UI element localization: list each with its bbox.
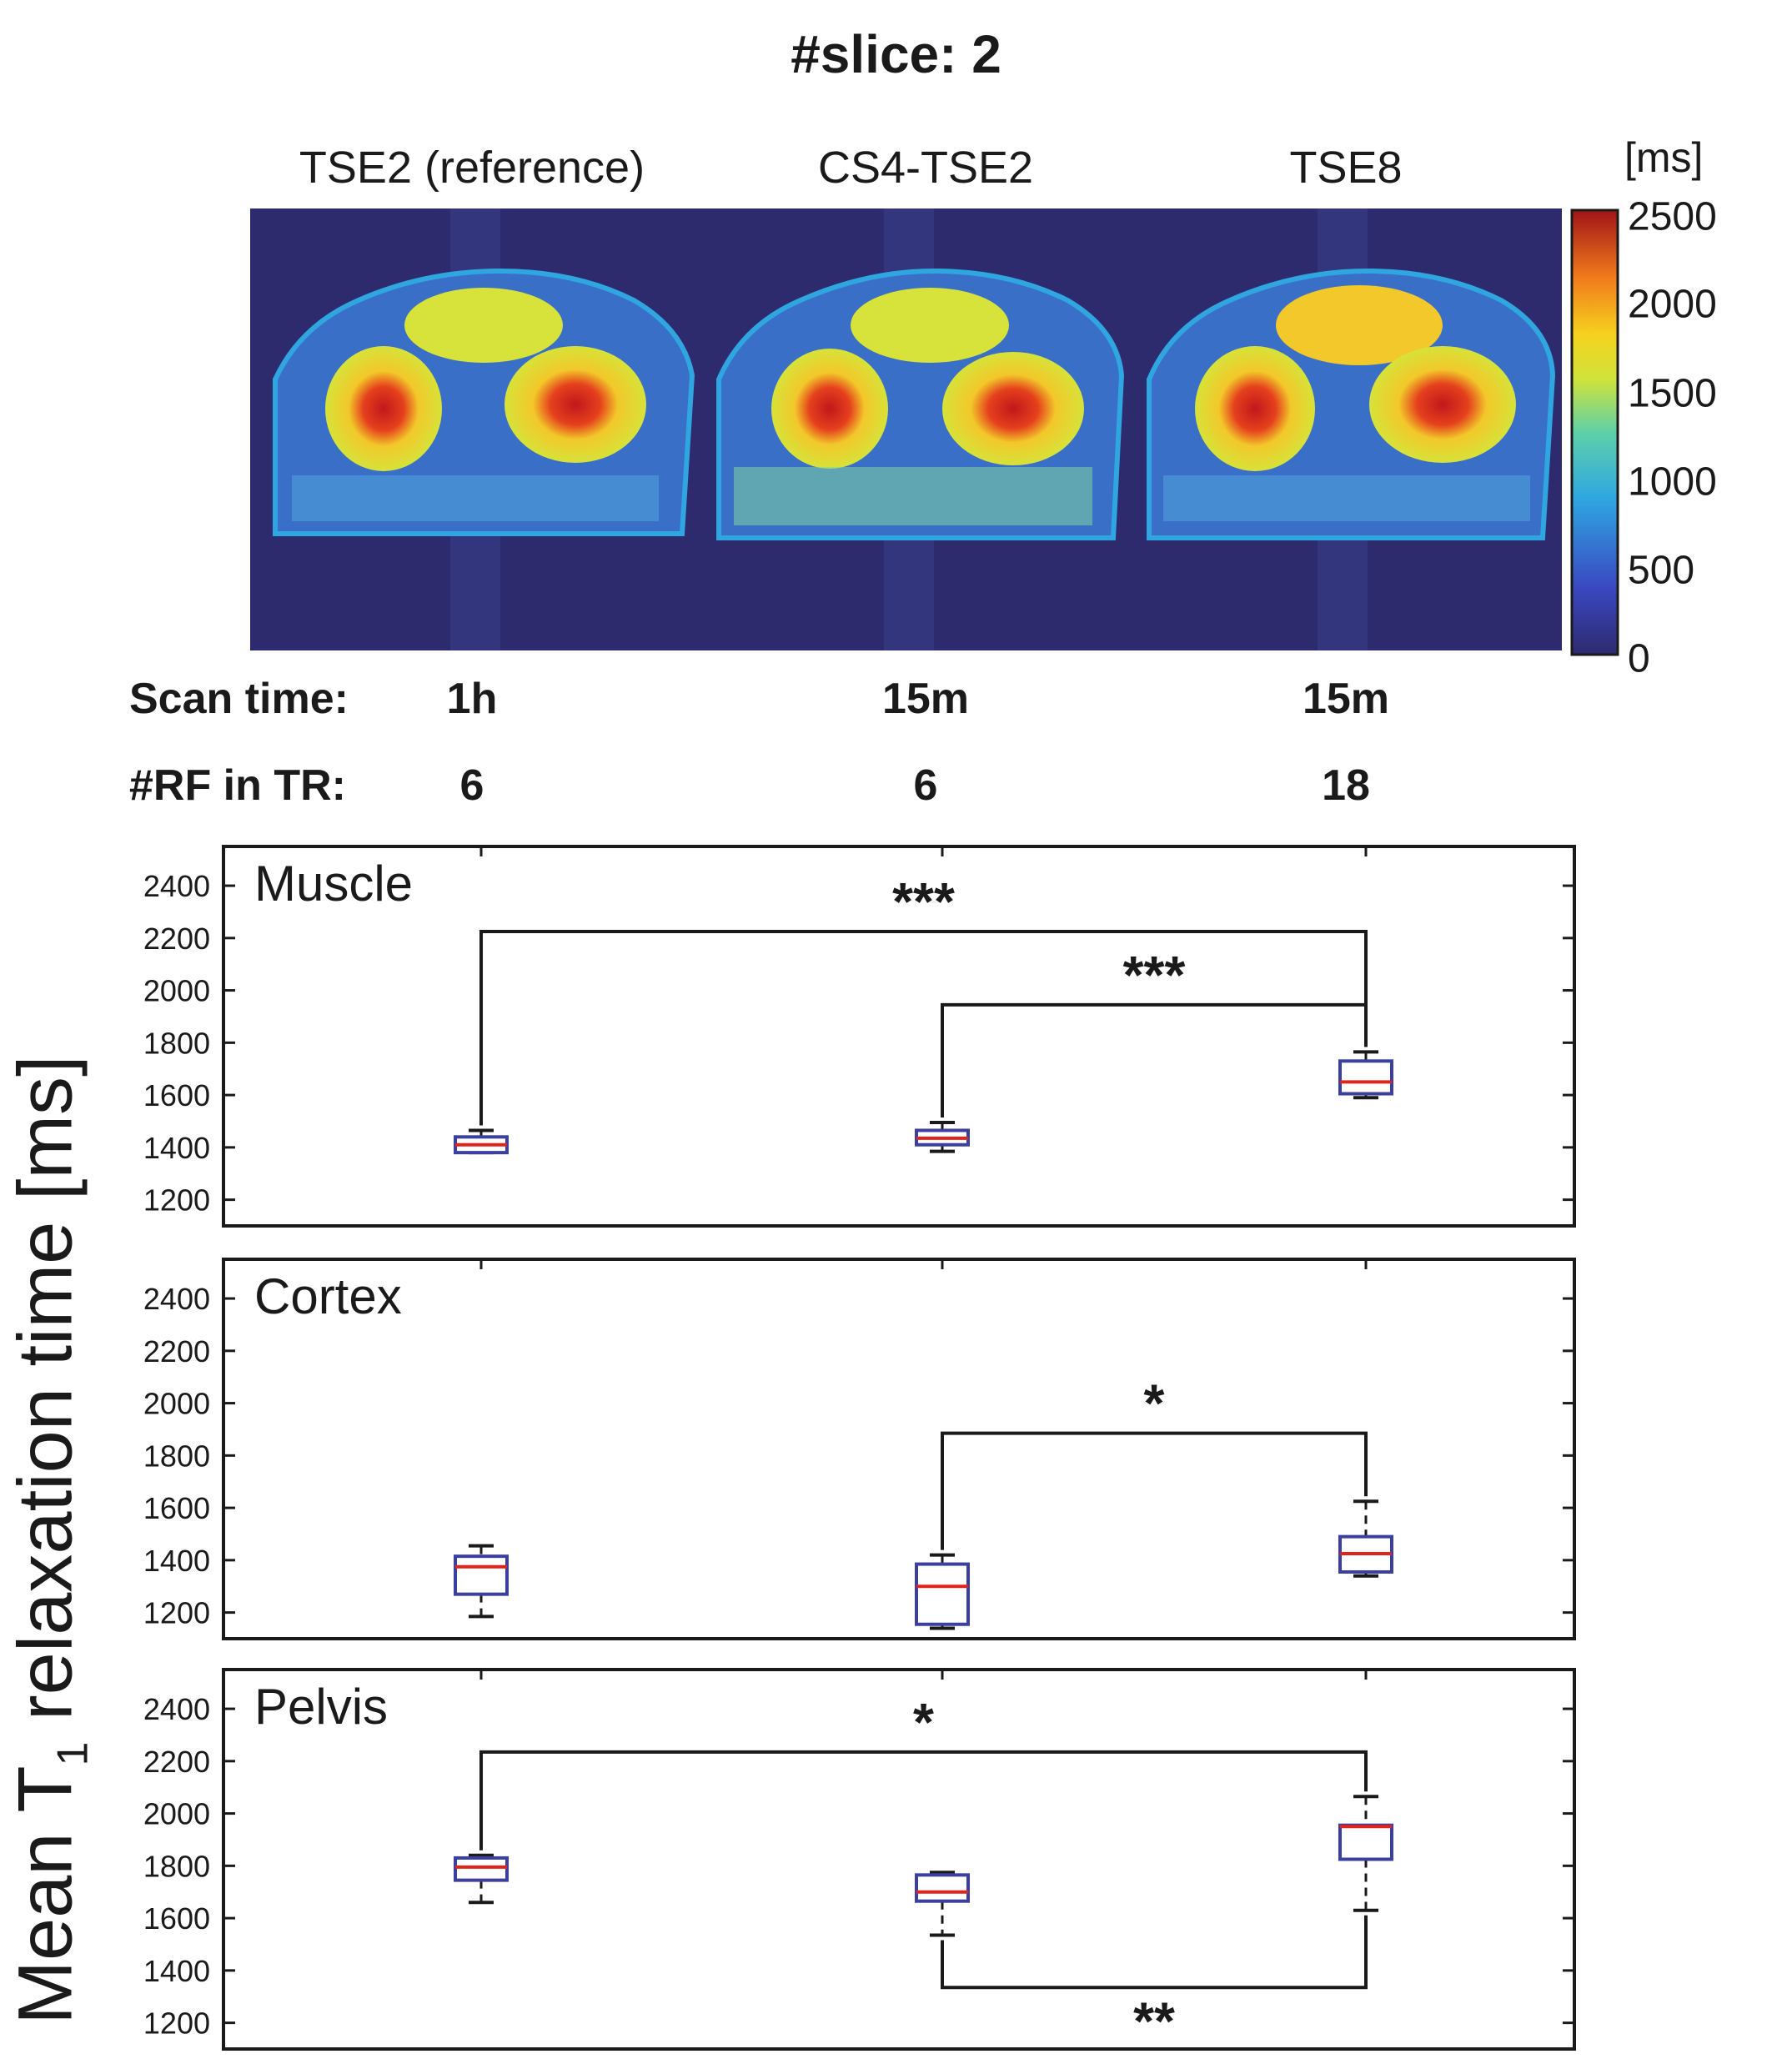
rf-in-tr-label: #RF in TR: (129, 761, 346, 810)
method-label-tse8: TSE8 (1289, 143, 1403, 193)
box-iqr (1338, 1823, 1393, 1861)
y-tick-label: 2200 (143, 922, 210, 956)
scan-time-value: 15m (1302, 675, 1390, 723)
colorbar-unit: [ms] (1624, 134, 1704, 181)
significance-bracket (479, 1750, 1368, 1851)
y-tick-label: 2000 (143, 1387, 210, 1421)
y-tick-label: 2200 (143, 1334, 210, 1368)
colorbar-tick: 500 (1628, 548, 1695, 593)
box-iqr (915, 1873, 970, 1903)
y-tick-label: 2400 (143, 1692, 210, 1726)
y-tick-label: 1600 (143, 1078, 210, 1112)
colorbar-tick: 0 (1628, 636, 1650, 681)
panel-title: Cortex (254, 1268, 402, 1324)
box-iqr (915, 1562, 970, 1626)
y-tick-label: 1600 (143, 1491, 210, 1525)
significance-label: *** (892, 871, 955, 932)
significance-bracket (941, 1002, 1368, 1118)
panel-frame (222, 1258, 1576, 1640)
significance-label: * (1144, 1374, 1165, 1434)
method-label-tse2: TSE2 (reference) (299, 143, 645, 193)
colorbar-tick: 1000 (1628, 460, 1717, 505)
y-tick-label: 1400 (143, 1131, 210, 1165)
y-tick-label: 1800 (143, 1026, 210, 1060)
y-tick-label: 1800 (143, 1439, 210, 1473)
figure-title: #slice: 2 (791, 24, 1001, 84)
y-tick-label: 1400 (143, 1544, 210, 1578)
significance-bracket (479, 929, 1368, 1126)
scan-time-value: 15m (881, 675, 970, 723)
y-tick-label: 1200 (143, 2006, 210, 2041)
method-label-cs4-tse2: CS4-TSE2 (817, 143, 1034, 193)
significance-bracket (941, 1431, 1368, 1550)
significance-label: ** (1133, 1991, 1175, 2051)
y-tick-label: 2200 (143, 1745, 210, 1779)
box-iqr (1338, 1059, 1393, 1096)
panel-title: Pelvis (254, 1679, 388, 1735)
y-tick-label: 1200 (143, 1596, 210, 1630)
t1-map-slice-tse2 (273, 268, 695, 536)
y-tick-label: 2000 (143, 974, 210, 1008)
rf-in-tr-value: 18 (1322, 761, 1370, 810)
significance-bracket (941, 1915, 1368, 1990)
scan-time-label: Scan time: (129, 675, 349, 723)
scan-time-value: 1h (446, 675, 498, 723)
panel-title: Muscle (254, 856, 413, 911)
y-tick-label: 2000 (143, 1797, 210, 1831)
y-tick-label: 1600 (143, 1901, 210, 1936)
colorbar-tick: 2500 (1628, 194, 1717, 239)
significance-label: * (913, 1692, 934, 1752)
colorbar (1570, 208, 1619, 656)
y-tick-label: 2400 (143, 869, 210, 903)
y-tick-label: 1800 (143, 1849, 210, 1883)
panel-frame (222, 1668, 1576, 2051)
rf-in-tr-value: 6 (913, 761, 938, 810)
box-iqr (454, 1856, 509, 1882)
t1-map-slice-cs4-tse2 (716, 268, 1125, 540)
significance-label: *** (1123, 945, 1186, 1005)
y-tick-label: 1200 (143, 1183, 210, 1218)
t1-map-slice-tse8 (1147, 268, 1556, 540)
y-tick-label: 1400 (143, 1954, 210, 1988)
rf-in-tr-value: 6 (459, 761, 484, 810)
panel-frame (222, 845, 1576, 1228)
colorbar-tick: 1500 (1628, 371, 1717, 416)
y-tick-label: 2400 (143, 1282, 210, 1316)
box-iqr (454, 1554, 509, 1596)
t1-map-image (250, 208, 1562, 650)
colorbar-tick: 2000 (1628, 282, 1717, 327)
